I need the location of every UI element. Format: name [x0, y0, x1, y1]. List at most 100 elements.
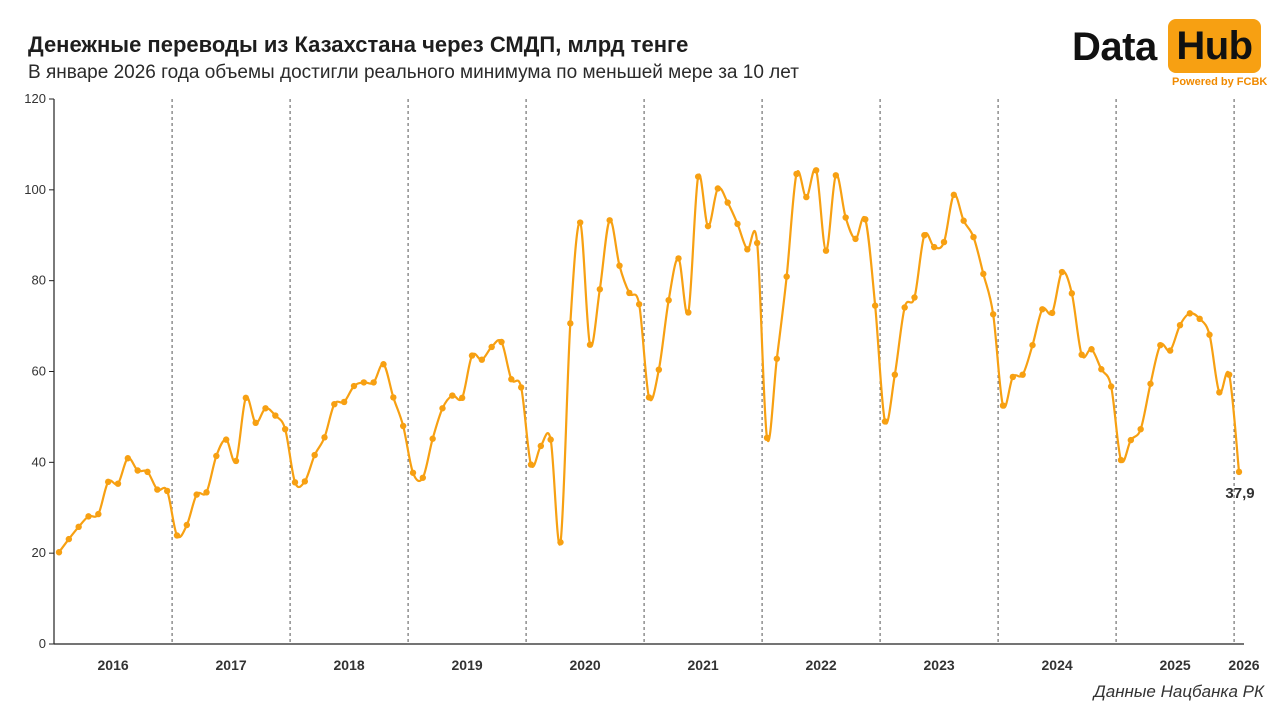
data-point: [999, 402, 1007, 409]
data-point: [1078, 351, 1085, 358]
data-point: [95, 510, 102, 518]
data-point: [370, 379, 377, 386]
logo-word-data: Data: [1072, 25, 1157, 69]
data-point: [1098, 366, 1105, 373]
data-point: [930, 243, 938, 251]
data-point: [458, 394, 466, 402]
data-point: [1039, 306, 1046, 313]
data-point: [114, 480, 122, 487]
data-point: [1176, 321, 1184, 329]
data-point: [183, 521, 191, 529]
data-point: [380, 361, 387, 368]
x-tick-label: 2018: [334, 657, 365, 673]
data-point: [606, 217, 613, 224]
x-tick-label: 2016: [98, 657, 129, 673]
data-point: [832, 172, 840, 179]
data-point: [852, 235, 859, 243]
data-point: [193, 491, 200, 498]
data-point: [901, 304, 908, 311]
chart-series: [55, 167, 1243, 556]
x-tick-label: 2024: [1042, 657, 1073, 673]
y-tick-label: 20: [32, 545, 46, 560]
data-point: [1068, 290, 1076, 297]
data-point: [537, 442, 545, 450]
data-point: [980, 270, 987, 278]
data-point: [812, 167, 820, 174]
data-point: [1157, 341, 1164, 349]
data-point: [65, 535, 73, 543]
data-point: [517, 384, 525, 391]
x-tick-label: 2025: [1160, 657, 1191, 673]
data-point: [1029, 341, 1036, 349]
data-point: [1048, 309, 1056, 317]
data-point: [704, 222, 712, 230]
x-tick-label: 2021: [688, 657, 719, 673]
data-point: [626, 289, 633, 297]
data-point: [1117, 456, 1125, 464]
x-tick-label: 2017: [216, 657, 247, 673]
data-point: [842, 214, 849, 221]
data-point: [134, 467, 141, 474]
data-point: [862, 216, 869, 223]
data-point: [694, 173, 702, 180]
chart-labels: 2016 2017 2018 2019 2020 2021 2022 2023 2024 2025…: [98, 485, 1260, 673]
data-point: [390, 394, 397, 401]
y-tick-label: 60: [32, 364, 46, 379]
data-point: [1235, 468, 1243, 476]
data-point: [55, 549, 63, 556]
data-point: [301, 478, 309, 485]
data-point: [881, 418, 889, 425]
data-point: [586, 341, 594, 348]
data-point: [468, 352, 476, 359]
data-point: [744, 246, 751, 253]
data-point: [1216, 389, 1223, 396]
data-point: [124, 455, 132, 462]
data-point: [281, 425, 289, 433]
data-point: [655, 366, 663, 373]
y-tick-label: 40: [32, 454, 46, 469]
data-point: [1009, 373, 1017, 381]
data-point: [793, 170, 800, 178]
data-point: [419, 474, 427, 481]
data-point: [557, 539, 564, 546]
data-point: [222, 436, 230, 443]
logo-powered-by: Powered by FCBK: [1172, 76, 1268, 88]
data-point: [803, 193, 810, 201]
data-point: [360, 379, 368, 386]
data-point: [1186, 310, 1194, 317]
data-point: [252, 419, 259, 427]
data-point: [1225, 371, 1233, 378]
x-tick-label: 2020: [570, 657, 601, 673]
data-point: [409, 469, 417, 476]
data-point: [527, 461, 535, 468]
data-point: [173, 532, 181, 539]
x-tick-label: 2019: [452, 657, 483, 673]
data-point: [350, 382, 358, 390]
y-tick-label: 80: [32, 273, 46, 288]
logo-hub-box: Hub: [1168, 19, 1261, 73]
data-point: [911, 294, 918, 301]
data-point: [891, 371, 899, 378]
data-point: [331, 401, 338, 408]
data-point: [714, 185, 722, 192]
data-point: [154, 486, 161, 493]
chart-subtitle: В январе 2026 года объемы достигли реаль…: [28, 62, 799, 83]
data-point: [508, 376, 515, 383]
x-tick-label: 2023: [924, 657, 955, 673]
data-point: [950, 191, 958, 199]
data-point: [635, 301, 643, 308]
data-point: [272, 412, 279, 419]
data-point: [675, 255, 682, 262]
data-point: [685, 309, 692, 316]
data-point: [488, 343, 495, 351]
data-point: [340, 398, 348, 406]
data-point: [311, 451, 318, 459]
data-point: [262, 405, 269, 412]
data-point: [75, 523, 82, 531]
x-tick-label: 2026: [1228, 657, 1259, 673]
data-point: [1107, 383, 1115, 390]
data-point: [576, 219, 584, 226]
data-point: [439, 405, 446, 412]
data-point: [763, 434, 771, 442]
